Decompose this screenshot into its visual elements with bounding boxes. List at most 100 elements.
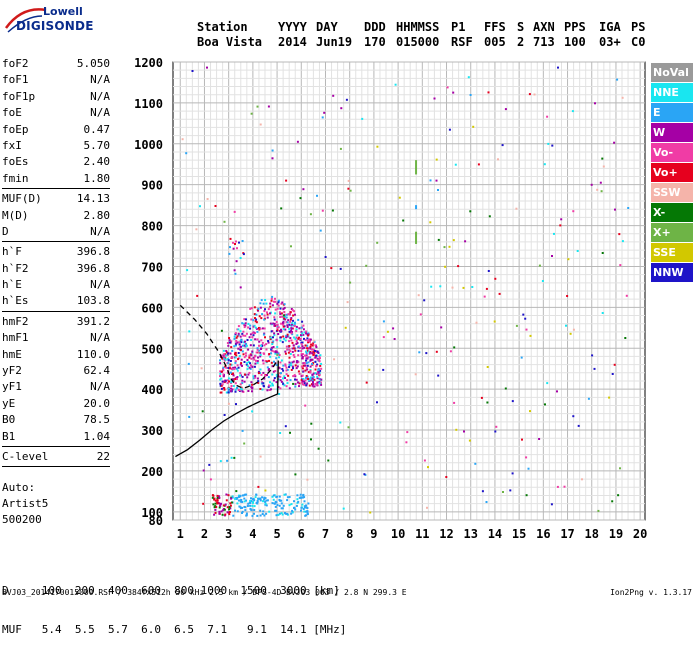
echo-point bbox=[300, 343, 303, 346]
echo-point bbox=[247, 373, 250, 376]
echo-point bbox=[213, 513, 216, 516]
echo-point bbox=[250, 318, 253, 321]
echo-point bbox=[306, 333, 309, 336]
noise-point bbox=[376, 145, 379, 148]
echo-point bbox=[304, 379, 307, 382]
echo-point bbox=[249, 327, 252, 330]
noise-point bbox=[445, 476, 448, 478]
echo-point bbox=[246, 339, 249, 341]
noise-point bbox=[241, 429, 244, 432]
echo-point bbox=[257, 380, 260, 383]
echo-point bbox=[235, 367, 238, 370]
echo-point bbox=[314, 383, 317, 385]
echo-point bbox=[226, 506, 229, 509]
echo-point bbox=[309, 370, 312, 373]
echo-point bbox=[229, 511, 231, 513]
echo-point bbox=[290, 368, 293, 371]
echo-point bbox=[261, 359, 264, 362]
noise-point bbox=[250, 112, 253, 115]
echo-point bbox=[300, 375, 303, 378]
echo-point bbox=[267, 368, 270, 370]
echo-point bbox=[286, 499, 289, 502]
echo-point bbox=[234, 351, 237, 354]
echo-point bbox=[305, 366, 308, 369]
echo-point bbox=[261, 381, 263, 384]
file-info-footer: BVJ03_2014170015000.RSF / 384fx512h 50 k… bbox=[2, 588, 407, 597]
noise-point bbox=[251, 410, 254, 413]
echo-point bbox=[237, 352, 240, 354]
echo-point bbox=[258, 315, 261, 318]
legend-item: Vo+ bbox=[651, 163, 693, 182]
echo-point bbox=[296, 365, 299, 368]
echo-point bbox=[309, 369, 312, 371]
echo-point bbox=[276, 307, 279, 310]
echo-point bbox=[227, 357, 230, 360]
echo-point bbox=[275, 321, 278, 323]
echo-point bbox=[258, 327, 260, 329]
echo-point bbox=[229, 246, 231, 249]
parameter-name: foF1p bbox=[2, 89, 36, 103]
echo-point bbox=[287, 374, 290, 377]
echo-point bbox=[227, 359, 230, 362]
echo-point bbox=[302, 333, 305, 336]
noise-point bbox=[223, 414, 226, 416]
x-tick-label: 3 bbox=[225, 527, 232, 541]
echo-point bbox=[250, 307, 253, 310]
echo-point bbox=[305, 350, 307, 353]
echo-point bbox=[302, 378, 305, 380]
echo-point bbox=[267, 341, 270, 344]
echo-point bbox=[221, 357, 224, 360]
noise-point bbox=[494, 277, 497, 280]
echo-point bbox=[263, 327, 266, 330]
echo-point bbox=[222, 354, 225, 357]
echo-point bbox=[245, 344, 248, 347]
echo-point bbox=[213, 497, 216, 500]
echo-point bbox=[250, 381, 253, 384]
echo-point bbox=[245, 512, 248, 515]
echo-point bbox=[296, 342, 299, 344]
echo-point bbox=[252, 497, 255, 500]
echo-point bbox=[295, 367, 298, 370]
parameter-value: 14.13 bbox=[76, 192, 110, 206]
echo-point bbox=[242, 344, 244, 347]
noise-point bbox=[546, 115, 549, 118]
echo-point bbox=[228, 367, 231, 370]
echo-point bbox=[235, 339, 238, 342]
echo-point bbox=[234, 272, 237, 275]
echo-point bbox=[316, 363, 319, 366]
echo-point bbox=[315, 346, 318, 349]
echo-point bbox=[278, 354, 281, 356]
echo-point bbox=[264, 374, 267, 377]
echo-point bbox=[294, 383, 297, 386]
echo-point bbox=[286, 368, 289, 371]
echo-point bbox=[248, 336, 251, 339]
echo-point bbox=[300, 326, 303, 329]
echo-point bbox=[302, 370, 305, 373]
echo-point bbox=[294, 338, 297, 341]
echo-point bbox=[251, 504, 254, 507]
noise-point bbox=[435, 158, 438, 161]
echo-point bbox=[298, 327, 301, 330]
y-tick-label: 400 bbox=[141, 383, 163, 397]
header-label: Station bbox=[197, 20, 248, 34]
echo-point bbox=[265, 499, 268, 502]
echo-point bbox=[234, 360, 237, 363]
echo-point bbox=[243, 356, 246, 359]
echo-point bbox=[284, 318, 287, 321]
echo-point bbox=[290, 332, 293, 335]
echo-point bbox=[220, 502, 222, 505]
noise-point bbox=[321, 116, 324, 119]
header-label: PPS bbox=[564, 20, 586, 34]
echo-point bbox=[275, 364, 278, 366]
echo-point bbox=[234, 243, 236, 245]
noise-point bbox=[576, 250, 579, 252]
echo-point bbox=[284, 350, 287, 353]
echo-point bbox=[301, 341, 304, 344]
echo-point bbox=[269, 302, 272, 305]
noise-point bbox=[457, 265, 460, 268]
echo-point bbox=[234, 361, 237, 364]
echo-point bbox=[261, 388, 264, 391]
noise-point bbox=[347, 187, 350, 190]
echo-point bbox=[284, 364, 287, 367]
echo-point bbox=[232, 374, 235, 377]
